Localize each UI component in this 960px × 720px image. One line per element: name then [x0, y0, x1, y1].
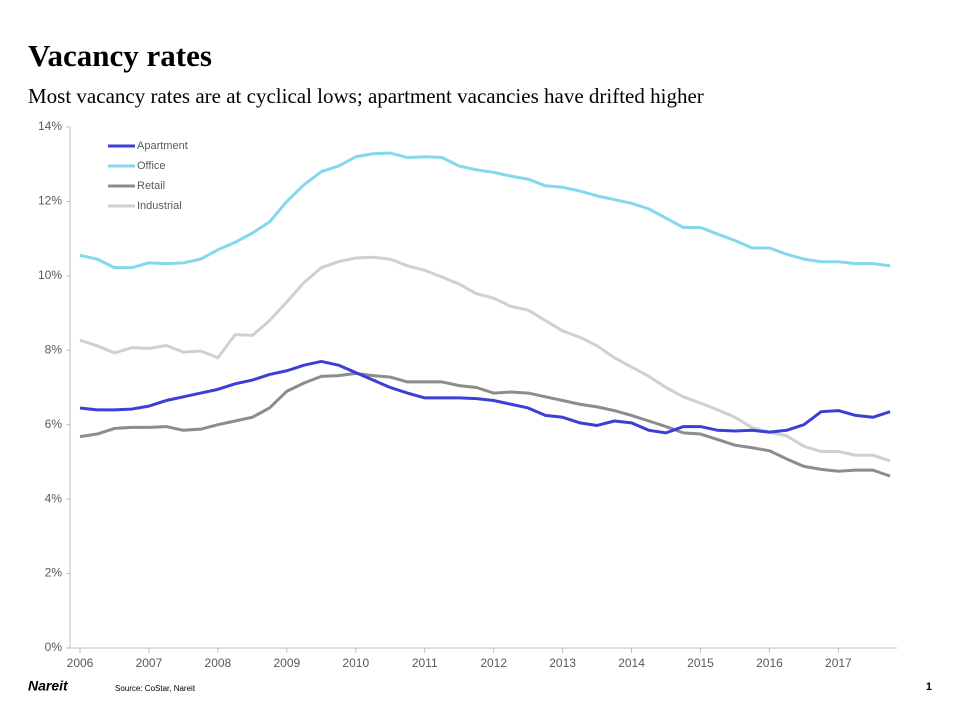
- y-tick-label: 10%: [38, 268, 62, 282]
- legend-label: Retail: [137, 180, 165, 192]
- y-tick-label: 6%: [45, 417, 63, 431]
- y-tick-label: 0%: [45, 640, 63, 654]
- x-tick-label: 2008: [205, 656, 232, 670]
- legend-label: Apartment: [137, 140, 188, 152]
- page-number: 1: [926, 681, 932, 693]
- series-line: [79, 151, 891, 270]
- x-tick-label: 2006: [67, 656, 94, 670]
- x-tick-label: 2007: [136, 656, 163, 670]
- x-tick-label: 2014: [618, 656, 645, 670]
- x-tick-label: 2017: [825, 656, 852, 670]
- x-tick-label: 2016: [756, 656, 783, 670]
- x-tick-label: 2012: [480, 656, 507, 670]
- y-tick-label: 2%: [45, 566, 63, 580]
- logo: Nareit: [28, 678, 69, 694]
- chart-subtitle: Most vacancy rates are at cyclical lows;…: [28, 84, 704, 108]
- x-tick-label: 2009: [273, 656, 300, 670]
- x-tick-label: 2013: [549, 656, 576, 670]
- y-tick-label: 4%: [45, 491, 63, 505]
- series-line: [79, 359, 891, 435]
- legend-label: Industrial: [137, 200, 182, 212]
- y-tick-label: 8%: [45, 342, 63, 356]
- x-tick-label: 2011: [412, 656, 438, 670]
- y-tick-label: 14%: [38, 119, 62, 133]
- source: Source: CoStar, Nareit: [115, 684, 196, 693]
- series-line: [79, 371, 891, 478]
- legend-label: Office: [137, 160, 166, 172]
- chart-title: Vacancy rates: [28, 38, 212, 73]
- x-tick-label: 2010: [342, 656, 369, 670]
- series-line: [79, 255, 891, 463]
- x-tick-label: 2015: [687, 656, 714, 670]
- y-tick-label: 12%: [38, 194, 62, 208]
